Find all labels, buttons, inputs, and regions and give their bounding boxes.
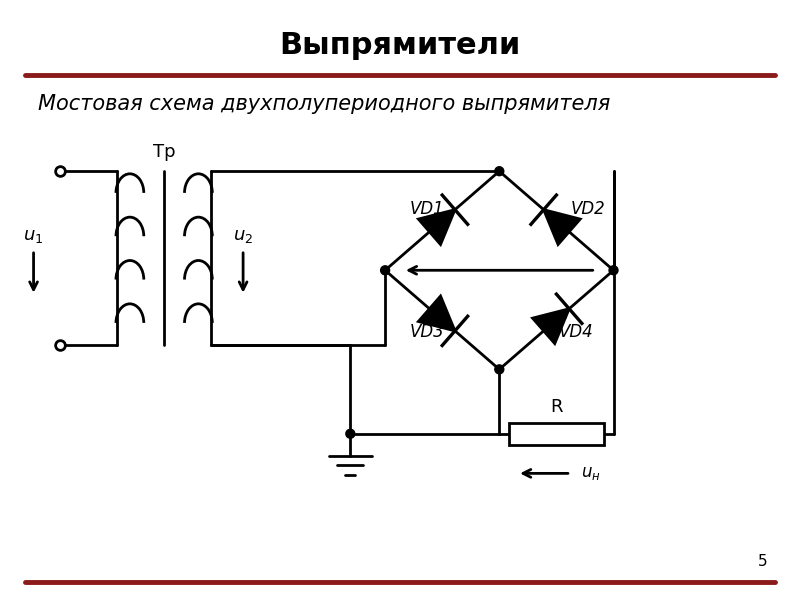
Text: $u_{н}$: $u_{н}$ (581, 464, 601, 482)
Text: Мостовая схема двухполупериодного выпрямителя: Мостовая схема двухполупериодного выпрям… (38, 94, 610, 114)
FancyBboxPatch shape (510, 423, 603, 445)
Text: $u_2$: $u_2$ (233, 227, 253, 245)
Circle shape (495, 167, 504, 176)
Text: VD2: VD2 (571, 200, 606, 218)
Text: VD4: VD4 (559, 323, 594, 341)
Circle shape (346, 429, 355, 438)
Text: Тр: Тр (153, 143, 175, 161)
Text: $u_1$: $u_1$ (23, 227, 44, 245)
Polygon shape (533, 309, 569, 344)
Circle shape (609, 266, 618, 275)
Text: VD3: VD3 (410, 323, 445, 341)
Text: R: R (550, 398, 562, 416)
Polygon shape (544, 209, 580, 245)
Text: 5: 5 (758, 554, 767, 569)
Polygon shape (418, 209, 455, 245)
Polygon shape (418, 296, 455, 331)
Circle shape (381, 266, 390, 275)
Text: VD1: VD1 (410, 200, 445, 218)
Text: Выпрямители: Выпрямители (279, 31, 521, 59)
Circle shape (495, 365, 504, 374)
